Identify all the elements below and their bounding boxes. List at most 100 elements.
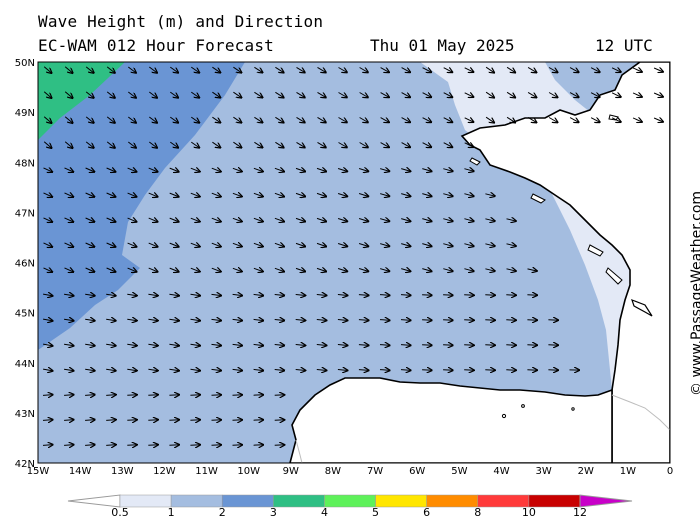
legend-label: 2 — [219, 506, 226, 519]
wave-direction-arrow — [148, 168, 158, 172]
wave-direction-arrow — [401, 117, 411, 123]
wave-direction-arrow — [169, 445, 179, 446]
wave-direction-arrow — [358, 320, 369, 321]
wave-direction-arrow — [359, 142, 369, 148]
wave-direction-arrow — [148, 369, 158, 370]
lon-label: 0 — [667, 466, 673, 477]
wave-direction-arrow — [464, 295, 474, 296]
wave-direction-arrow — [85, 319, 95, 321]
wave-direction-arrow — [590, 68, 600, 73]
wave-direction-arrow — [85, 420, 95, 421]
wave-direction-arrow — [506, 91, 515, 97]
wave-direction-arrow — [295, 345, 306, 346]
wave-direction-arrow — [253, 369, 264, 370]
wave-direction-arrow — [211, 268, 221, 272]
wave-direction-arrow — [443, 118, 453, 123]
wave-direction-arrow — [422, 219, 432, 222]
wave-direction-arrow — [170, 66, 178, 73]
wave-direction-arrow — [64, 445, 74, 446]
wave-direction-arrow — [443, 143, 453, 148]
wave-direction-arrow — [296, 91, 306, 97]
wave-direction-arrow — [316, 243, 327, 246]
wave-direction-arrow — [64, 344, 74, 346]
wave-direction-arrow — [548, 117, 558, 123]
wave-direction-arrow — [190, 294, 201, 295]
wave-direction-arrow — [169, 193, 179, 197]
wave-direction-arrow — [43, 168, 53, 172]
wave-direction-arrow — [358, 219, 369, 222]
wave-direction-arrow — [464, 169, 474, 172]
wave-direction-arrow — [422, 143, 432, 148]
wave-direction-arrow — [106, 243, 116, 247]
legend-label: 1 — [168, 506, 175, 519]
wave-direction-arrow — [64, 218, 74, 222]
wave-direction-arrow — [317, 116, 327, 122]
wave-direction-arrow — [106, 319, 116, 321]
wave-direction-arrow — [380, 219, 390, 222]
island-belle-ile — [530, 193, 546, 204]
wave-direction-arrow — [443, 169, 453, 172]
wave-direction-arrow — [338, 67, 348, 73]
wave-direction-arrow — [506, 269, 517, 271]
wave-direction-arrow — [485, 91, 494, 98]
wave-direction-arrow — [42, 395, 53, 396]
wave-direction-arrow — [464, 370, 474, 371]
wave-direction-arrow — [254, 66, 262, 72]
wave-direction-arrow — [443, 244, 453, 247]
wave-direction-arrow — [43, 268, 53, 272]
lat-label: 42N — [15, 459, 35, 470]
wave-direction-arrow — [569, 92, 579, 98]
wave-direction-arrow — [358, 194, 369, 197]
wave-direction-arrow — [149, 141, 157, 148]
wave-direction-arrow — [127, 66, 136, 73]
wave-direction-arrow — [380, 117, 390, 123]
wave-direction-arrow — [85, 66, 94, 73]
wave-height-legend: 0.5 1 2 3 4 5 6 8 10 12 — [67, 494, 633, 519]
wave-direction-arrow — [401, 269, 411, 272]
wave-direction-arrow — [169, 344, 179, 345]
wave-direction-arrow — [85, 91, 94, 98]
wave-direction-arrow — [106, 268, 116, 272]
wave-direction-arrow — [527, 116, 537, 122]
wave-direction-arrow — [400, 345, 411, 346]
wave-direction-arrow — [485, 66, 494, 73]
wave-direction-arrow — [85, 268, 95, 272]
lon-label: 15W — [27, 466, 50, 477]
wave-direction-arrow — [274, 345, 285, 346]
lon-label: 14W — [69, 466, 92, 477]
wave-direction-arrow — [611, 93, 621, 97]
wave-direction-arrow — [127, 116, 136, 123]
wave-direction-arrow — [632, 68, 642, 72]
wave-direction-arrow — [127, 193, 137, 197]
wave-direction-arrow — [43, 116, 52, 123]
wave-direction-arrow — [401, 194, 411, 197]
region-border — [295, 439, 303, 463]
wave-direction-arrow — [464, 118, 474, 122]
wave-direction-arrow — [127, 268, 137, 272]
wave-direction-arrow — [464, 244, 474, 247]
wave-direction-arrow — [443, 295, 453, 296]
map-title: Wave Height (m) and Direction — [38, 12, 324, 31]
wave-direction-arrow — [653, 118, 663, 122]
wave-direction-arrow — [127, 420, 137, 421]
wave-direction-arrow — [85, 141, 94, 148]
wave-direction-arrow — [359, 117, 369, 123]
lat-label: 47N — [15, 208, 35, 219]
wave-direction-arrow — [211, 243, 221, 247]
wave-direction-arrow — [422, 118, 432, 123]
wave-direction-arrow — [422, 320, 432, 321]
wave-direction-arrow — [506, 219, 517, 221]
wave-direction-arrow — [149, 116, 157, 123]
wave-direction-arrow — [485, 116, 494, 123]
wave-direction-arrow — [170, 116, 178, 123]
legend-swatch — [170, 494, 223, 508]
wave-direction-arrow — [337, 169, 348, 172]
wave-direction-arrow — [422, 345, 432, 346]
wave-direction-arrow — [317, 91, 327, 97]
wave-direction-arrow — [106, 116, 115, 123]
wave-direction-arrow — [380, 92, 390, 98]
wave-band-3-4m — [38, 62, 125, 140]
wave-direction-arrow — [232, 243, 242, 246]
wave-direction-arrow — [148, 218, 158, 222]
wave-direction-arrow — [358, 244, 369, 247]
